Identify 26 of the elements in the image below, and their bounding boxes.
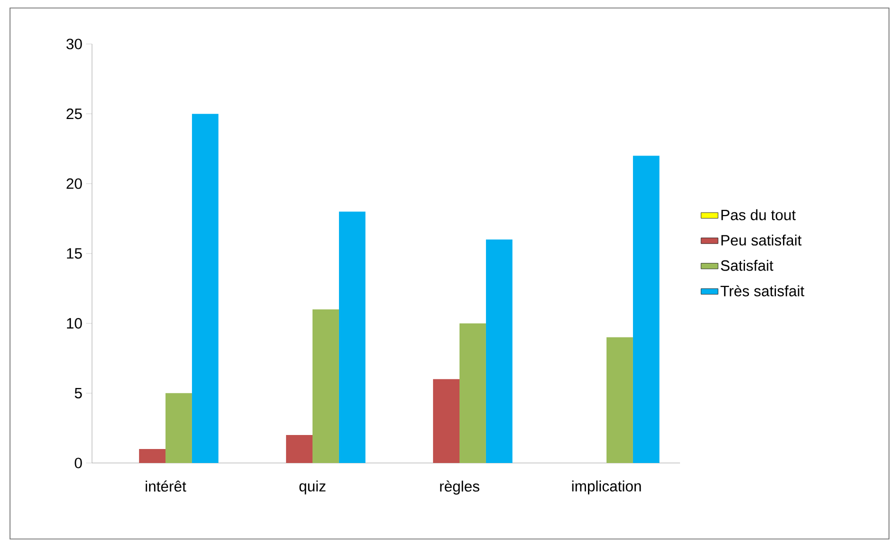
x-tick-label: règles (440, 480, 480, 495)
bar (632, 156, 660, 463)
bar (486, 240, 512, 463)
legend-label: Peu satisfait (721, 234, 802, 246)
y-tick-label: 10 (67, 318, 82, 329)
y-tick-label: 5 (74, 388, 82, 398)
bar (166, 393, 192, 463)
x-tick-label: quiz (299, 480, 326, 494)
legend-label: Pas du tout (721, 209, 796, 220)
legend-label: Très satisfait (720, 285, 804, 296)
x-tick-label: implication (572, 480, 641, 494)
bar (460, 323, 486, 463)
bar (433, 379, 460, 463)
y-tick-label: 0 (74, 458, 82, 468)
bar (139, 449, 166, 463)
bar (606, 337, 633, 463)
y-tick-label: 30 (66, 38, 82, 50)
y-tick-label: 15 (67, 248, 82, 259)
bar (192, 114, 218, 463)
bar (312, 309, 339, 463)
bar (338, 212, 366, 463)
bar (286, 435, 313, 463)
legend-label: Satisfait (720, 260, 774, 271)
x-tick-label: intérêt (146, 480, 186, 492)
y-tick-label: 25 (66, 108, 82, 120)
y-tick-label: 20 (66, 178, 82, 189)
